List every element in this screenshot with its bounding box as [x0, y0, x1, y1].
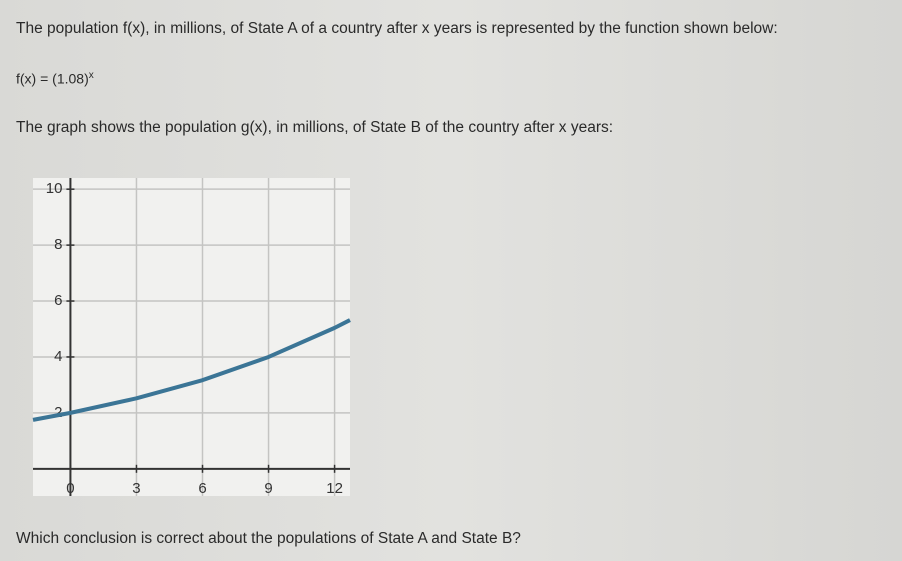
y-tick-label: 6 [54, 292, 62, 309]
y-tick-label: 8 [54, 236, 62, 253]
x-tick-label: 9 [264, 480, 272, 497]
chart-background [33, 178, 350, 496]
curve [32, 318, 351, 422]
x-tick-label: 3 [132, 480, 140, 497]
x-tick-label: 12 [326, 480, 343, 497]
graph-intro: The graph shows the population g(x), in … [16, 119, 614, 136]
y-tick-label: 2 [54, 404, 62, 421]
formula-exponent: x [88, 70, 94, 81]
formula: f(x) = (1.08)x [16, 70, 94, 87]
intro-text: The population f(x), in millions, of Sta… [16, 20, 778, 37]
y-tick-label: 10 [46, 180, 63, 197]
y-tick-label: 4 [54, 348, 62, 365]
question: Which conclusion is correct about the po… [16, 530, 521, 547]
formula-base: f(x) = (1.08) [16, 70, 89, 87]
x-tick-label: 6 [198, 480, 206, 497]
